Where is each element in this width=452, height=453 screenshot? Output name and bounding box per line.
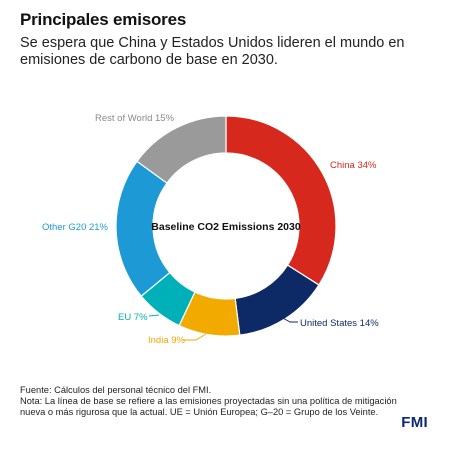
footer-notes: Fuente: Cálculos del personal técnico de… [20, 385, 420, 418]
note-line-2: nueva o más rigurosa que la actual. UE =… [20, 407, 379, 417]
fmi-logo: FMI [401, 414, 428, 431]
label-rest-of-world: Rest of World 15% [95, 113, 175, 124]
label-india: India 9% [148, 335, 186, 346]
chart-title: Principales emisores [20, 10, 187, 29]
leader-line-eu [148, 314, 160, 317]
label-other-g20: Other G20 21% [42, 222, 109, 233]
slice-rest-of-world [136, 115, 227, 184]
chart-subtitle: Se espera que China y Estados Unidos lid… [20, 35, 405, 68]
note-line-1: Nota: La línea de base se refiere a las … [20, 396, 397, 406]
leader-line-united-states [271, 311, 298, 323]
source-note: Fuente: Cálculos del personal técnico de… [20, 385, 212, 395]
label-eu: EU 7% [118, 312, 148, 323]
leader-line-india [183, 333, 207, 341]
center-label: Baseline CO2 Emissions 2030 [151, 221, 301, 233]
slice-china [225, 115, 337, 286]
label-china: China 34% [330, 160, 377, 171]
label-united-states: United States 14% [300, 318, 379, 329]
